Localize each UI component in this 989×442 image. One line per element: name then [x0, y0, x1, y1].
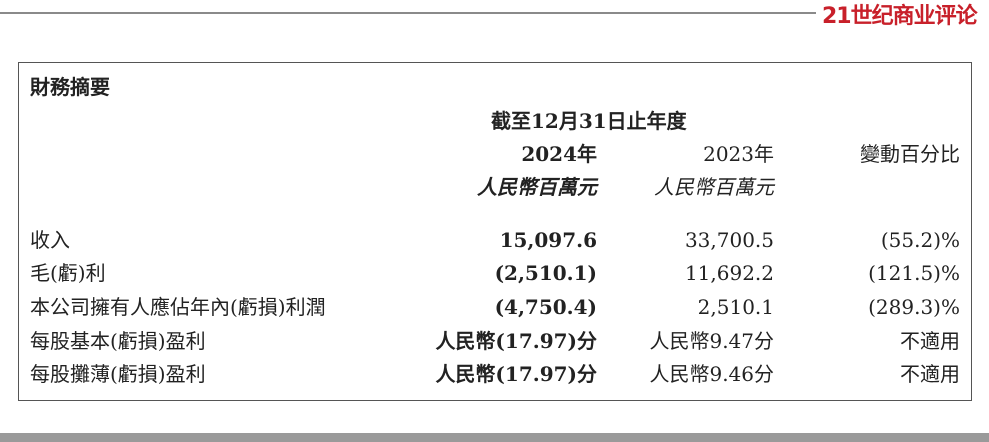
- row-label: 每股攤薄(虧損)盈利: [30, 362, 206, 386]
- column-header-change: 變動百分比: [860, 142, 960, 166]
- unit-2023: 人民幣百萬元: [654, 175, 774, 199]
- column-header-2023: 2023年: [703, 142, 774, 166]
- value-change: (289.3)%: [868, 295, 960, 319]
- value-change: (121.5)%: [868, 261, 960, 285]
- value-2023: 人民幣9.47分: [649, 329, 774, 353]
- table-title: 財務摘要: [30, 75, 110, 99]
- row-label: 收入: [30, 228, 70, 252]
- value-2024: (2,510.1): [494, 261, 597, 285]
- value-2024: 人民幣(17.97)分: [435, 362, 597, 386]
- row-label: 毛(虧)利: [30, 261, 106, 285]
- column-header-2024: 2024年: [521, 142, 597, 166]
- value-change: 不適用: [900, 362, 960, 386]
- period-header: 截至12月31日止年度: [491, 109, 687, 133]
- unit-2024: 人民幣百萬元: [477, 175, 597, 199]
- value-2024: (4,750.4): [494, 295, 597, 319]
- value-2024: 15,097.6: [499, 228, 597, 252]
- value-change: 不適用: [900, 329, 960, 353]
- publisher-logo: 21世纪商业评论: [822, 4, 978, 29]
- value-2023: 11,692.2: [684, 261, 774, 285]
- value-2024: 人民幣(17.97)分: [435, 329, 597, 353]
- row-label: 本公司擁有人應佔年內(虧損)利潤: [30, 295, 326, 319]
- value-2023: 人民幣9.46分: [649, 362, 774, 386]
- row-label: 每股基本(虧損)盈利: [30, 329, 206, 353]
- top-rule: [0, 12, 816, 14]
- financial-summary-table: 財務摘要 截至12月31日止年度 2024年 2023年 變動百分比 人民幣百萬…: [18, 62, 972, 401]
- value-change: (55.2)%: [880, 228, 960, 252]
- value-2023: 2,510.1: [697, 295, 774, 319]
- bottom-bar: [0, 433, 989, 442]
- value-2023: 33,700.5: [684, 228, 774, 252]
